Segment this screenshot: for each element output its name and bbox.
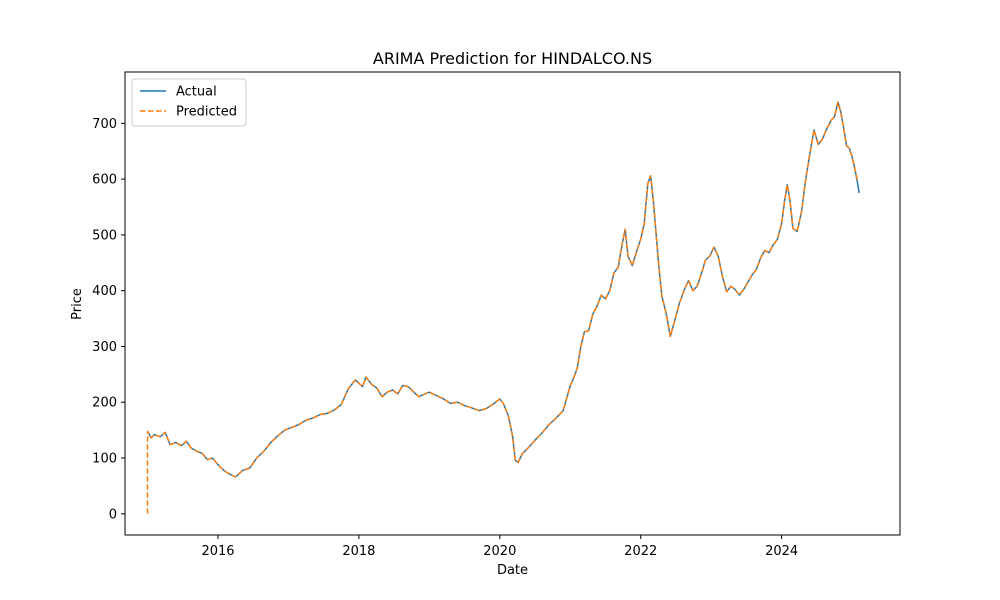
legend-label-actual: Actual	[176, 85, 217, 100]
y-tick-label: 600	[92, 173, 117, 188]
y-tick-label: 400	[92, 284, 117, 299]
y-tick-label: 500	[92, 228, 117, 243]
plot-area-frame	[124, 71, 901, 536]
y-tick-label: 700	[92, 117, 117, 132]
y-axis: 0 100 200 300 400 500 600 700	[92, 117, 125, 522]
y-tick-label: 200	[92, 396, 117, 411]
x-tick-label: 2022	[624, 544, 657, 559]
y-tick-label: 100	[92, 452, 117, 467]
x-tick-label: 2024	[765, 544, 798, 559]
series-line-predicted	[146, 101, 859, 514]
x-tick-label: 2018	[342, 544, 375, 559]
x-axis-label: Date	[497, 563, 528, 578]
x-tick-label: 2016	[201, 544, 234, 559]
chart-title: ARIMA Prediction for HINDALCO.NS	[373, 49, 652, 68]
y-tick-label: 300	[92, 340, 117, 355]
legend: Actual Predicted	[131, 78, 247, 127]
x-tick-label: 2020	[483, 544, 516, 559]
y-tick-label: 0	[109, 507, 117, 522]
legend-label-predicted: Predicted	[176, 105, 237, 120]
series-layer	[146, 101, 860, 514]
x-axis: 2016 2018 2020 2022 2024	[201, 535, 798, 559]
y-axis-label: Price	[70, 288, 85, 320]
